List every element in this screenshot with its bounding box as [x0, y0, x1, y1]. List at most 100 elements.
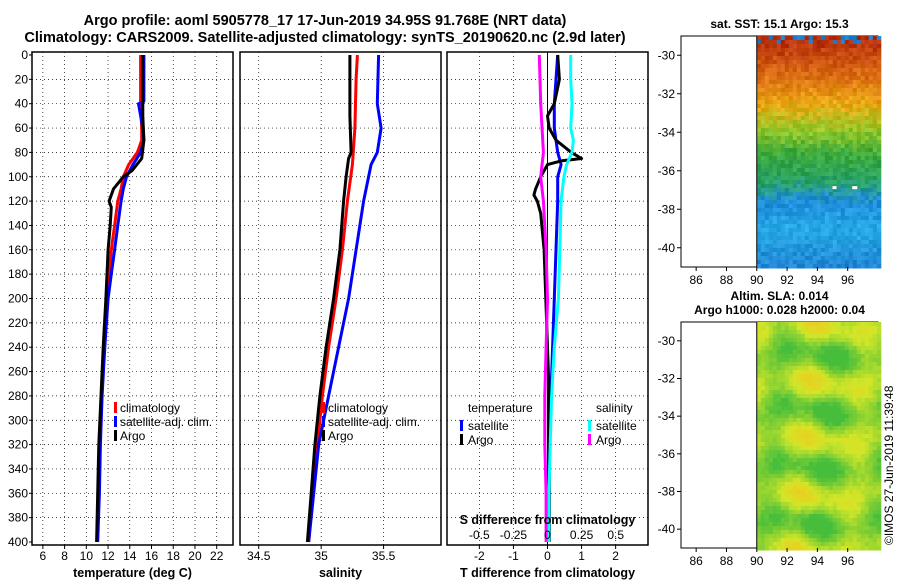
depth-tick-label: 380 [8, 511, 28, 525]
title-line-1: Argo profile: aoml 5905778_17 17-Jun-201… [83, 13, 567, 29]
lon-tick-label: 88 [720, 273, 734, 287]
legend-label: satellite [468, 419, 509, 433]
legend-swatch [322, 416, 325, 427]
lon-tick-label: 94 [811, 273, 825, 287]
lon-tick-label: 90 [750, 554, 764, 568]
sla-map-title: Altim. SLA: 0.014 [730, 289, 828, 303]
sla-map: -30 -32 -34 -36 -38 -40 86 88 90 92 94 96 Altim. SLA… [658, 289, 882, 568]
temperature-x-tick-label: 18 [167, 549, 181, 563]
legend-swatch [588, 420, 591, 431]
float-marker [832, 186, 837, 190]
difference-x2label: S difference from climatology [460, 513, 636, 527]
salinity-xlabel: salinity [319, 566, 362, 580]
title-line-2: Climatology: CARS2009. Satellite-adjuste… [24, 30, 626, 46]
depth-tick-label: 280 [8, 389, 28, 403]
temperature-x-tick-label: 10 [80, 549, 94, 563]
depth-tick-label: 40 [15, 97, 29, 111]
legend-swatch [114, 402, 117, 413]
salinity-x-tick-label: 34.5 [247, 549, 271, 563]
lat-tick-label: -34 [658, 409, 676, 423]
depth-tick-label: 360 [8, 486, 28, 500]
lat-tick-label: -34 [658, 125, 676, 139]
legend-swatch [114, 416, 117, 427]
difference-x-tick-label: 1 [578, 549, 585, 563]
lon-tick-label: 94 [811, 554, 825, 568]
difference-x2-tick-label: -0.25 [500, 528, 528, 542]
legend-swatch [114, 430, 117, 441]
depth-tick-label: 240 [8, 340, 28, 354]
legend-label: Argo [328, 429, 354, 443]
series-line-s-argo [537, 54, 549, 542]
depth-tick-label: 80 [15, 145, 29, 159]
depth-tick-label: 400 [8, 535, 28, 549]
lat-tick-label: -40 [658, 241, 676, 255]
lat-tick-label: -32 [658, 87, 676, 101]
lon-tick-label: 88 [720, 554, 734, 568]
legend-swatch [460, 420, 463, 431]
depth-tick-label: 140 [8, 218, 28, 232]
salinity-panel: 34.5 35 35.5 salinity climatologysatellite-a… [239, 51, 442, 580]
sst-map: -30 -32 -34 -36 -38 -40 86 88 90 92 94 96 sat. SST: … [658, 17, 882, 287]
sst-map-raster [756, 36, 882, 269]
lat-tick-label: -36 [658, 164, 676, 178]
temperature-panel: 6 8 10 12 14 16 18 20 22 temperature (deg C) clima… [29, 51, 234, 580]
legend-swatch [322, 402, 325, 413]
difference-x2-tick-label: 0 [544, 528, 551, 542]
depth-tick-label: 200 [8, 292, 28, 306]
difference-x-tick-label: -1 [508, 549, 519, 563]
depth-tick-label: 160 [8, 243, 28, 257]
lat-tick-label: -32 [658, 372, 676, 386]
watermark: ©IMOS 27-Jun-2019 11:39:48 [882, 385, 896, 545]
lon-tick-label: 92 [780, 554, 794, 568]
lat-tick-label: -38 [658, 202, 676, 216]
temperature-x-tick-label: 16 [145, 549, 159, 563]
difference-x-tick-label: 0 [544, 549, 551, 563]
lat-tick-label: -30 [658, 48, 676, 62]
lat-tick-label: -40 [658, 522, 676, 536]
series-line-satellite-adj-clim- [307, 54, 383, 543]
legend-label: satellite-adj. clim. [328, 415, 420, 429]
legend-heading-temperature: temperature [468, 401, 533, 415]
temperature-x-tick-label: 20 [188, 549, 202, 563]
lon-tick-label: 90 [750, 273, 764, 287]
series-line-argo [305, 55, 353, 543]
lon-tick-label: 86 [689, 273, 703, 287]
depth-tick-label: 180 [8, 267, 28, 281]
depth-tick-label: 320 [8, 438, 28, 452]
lat-tick-label: -30 [658, 334, 676, 348]
legend-swatch [322, 430, 325, 441]
legend-label: climatology [120, 401, 180, 415]
series-line-s-satellite [547, 55, 575, 542]
legend-label: Argo [596, 433, 622, 447]
sst-map-title: sat. SST: 15.1 Argo: 15.3 [710, 17, 849, 31]
legend-heading-salinity: salinity [596, 401, 633, 415]
series-line-argo [95, 55, 146, 543]
lon-tick-label: 96 [841, 554, 855, 568]
sla-map-title: Argo h1000: 0.028 h2000: 0.04 [694, 303, 865, 317]
depth-tick-label: 340 [8, 462, 28, 476]
difference-xlabel: T difference from climatology [460, 566, 635, 580]
depth-tick-label: 120 [8, 194, 28, 208]
depth-tick-label: 0 [21, 48, 28, 62]
difference-panel: -2 -1 0 1 2 T difference from climatology temp… [446, 51, 649, 580]
float-marker [852, 186, 858, 190]
depth-tick-label: 20 [15, 72, 29, 86]
temperature-x-tick-label: 6 [40, 549, 47, 563]
depth-tick-label: 300 [8, 413, 28, 427]
temperature-xlabel: temperature (deg C) [73, 566, 192, 580]
depth-tick-label: 220 [8, 316, 28, 330]
sla-map-raster [756, 322, 882, 551]
difference-x2-tick-label: 0.25 [570, 528, 594, 542]
legend-label: satellite-adj. clim. [120, 415, 212, 429]
difference-x-tick-label: -2 [474, 549, 485, 563]
difference-x2-tick-label: -0.5 [469, 528, 490, 542]
legend-label: climatology [328, 401, 388, 415]
lon-tick-label: 92 [780, 273, 794, 287]
salinity-x-tick-label: 35 [314, 549, 328, 563]
difference-x2-tick-label: 0.5 [607, 528, 624, 542]
difference-x-tick-label: 2 [612, 549, 619, 563]
temperature-x-tick-label: 14 [123, 549, 137, 563]
legend-label: Argo [120, 429, 146, 443]
depth-tick-label: 260 [8, 365, 28, 379]
lon-tick-label: 96 [841, 273, 855, 287]
